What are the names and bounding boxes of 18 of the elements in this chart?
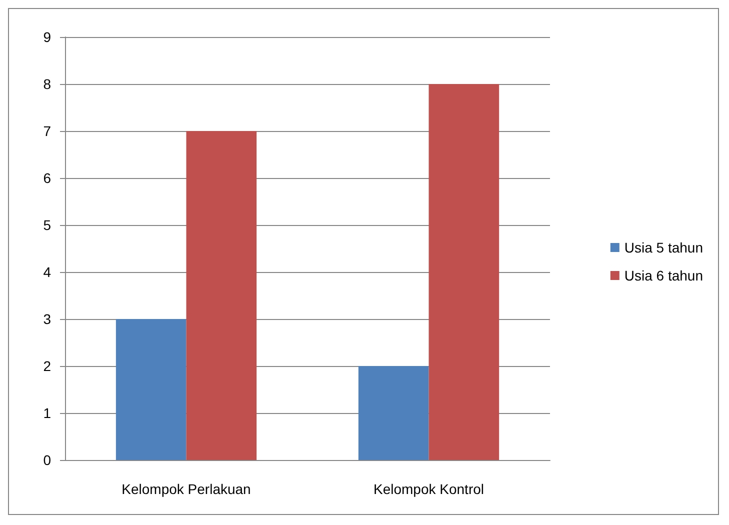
legend-label: Usia 6 tahun <box>624 268 704 284</box>
x-tick-label: Kelompok Perlakuan <box>122 481 251 497</box>
y-tick-label: 8 <box>43 76 52 92</box>
legend-label: Usia 5 tahun <box>624 240 704 256</box>
y-tick-label: 0 <box>43 452 52 468</box>
y-tick-label: 5 <box>43 217 52 233</box>
y-tick-label: 1 <box>43 405 52 421</box>
x-tick-label: Kelompok Kontrol <box>373 481 484 497</box>
y-tick-label: 6 <box>43 170 52 186</box>
bar <box>358 366 429 460</box>
bar <box>186 131 257 460</box>
bar <box>428 84 500 460</box>
y-tick-label: 3 <box>43 311 52 327</box>
y-tick-label: 7 <box>43 123 52 139</box>
bar <box>116 319 186 460</box>
y-tick-label: 4 <box>43 264 52 280</box>
y-tick-label: 9 <box>43 29 52 45</box>
y-tick-label: 2 <box>43 358 52 374</box>
